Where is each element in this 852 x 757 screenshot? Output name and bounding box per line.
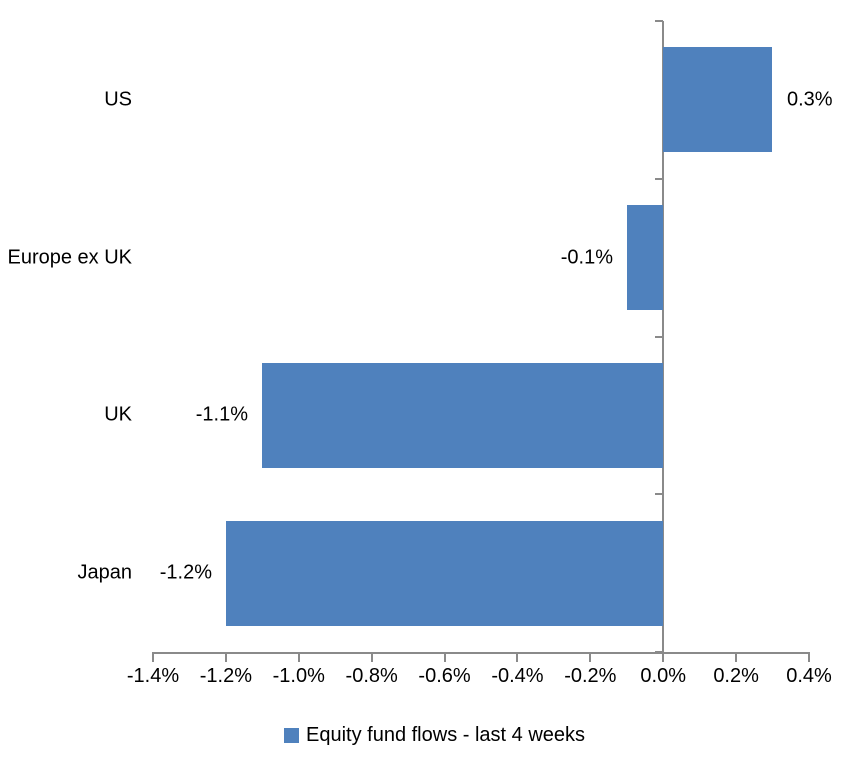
data-label-uk: -1.1% (195, 403, 248, 426)
x-tick (516, 652, 519, 662)
category-label-us: US (104, 88, 132, 111)
x-tick-label: -0.6% (418, 665, 471, 687)
x-tick (443, 652, 446, 662)
bar-japan (226, 521, 663, 626)
data-label-us: 0.3% (787, 88, 833, 111)
bar-us (663, 47, 772, 152)
x-tick (370, 652, 373, 662)
data-label-japan: -1.2% (159, 561, 212, 584)
x-tick (224, 652, 227, 662)
category-axis-tick (655, 20, 663, 22)
x-tick (662, 652, 665, 662)
x-tick-label: -0.8% (345, 665, 398, 687)
x-tick-label: -1.0% (272, 665, 325, 687)
category-axis-tick (655, 493, 663, 495)
x-tick-label: 0.0% (640, 665, 687, 687)
category-axis-tick (655, 651, 663, 653)
value-zero-axis-line (662, 21, 664, 653)
legend-label: Equity fund flows - last 4 weeks (306, 724, 586, 746)
legend: Equity fund flows - last 4 weeks (284, 724, 585, 747)
x-tick-label: -1.2% (199, 665, 252, 687)
bar-europe-ex-uk (627, 205, 663, 310)
x-tick-label: 0.4% (786, 665, 832, 687)
category-label-japan: Japan (77, 561, 133, 584)
category-label-uk: UK (104, 403, 132, 426)
data-label-europe-ex-uk: -0.1% (560, 246, 613, 269)
x-tick-label: 0.2% (713, 665, 759, 687)
x-tick (152, 652, 154, 662)
category-axis-tick (655, 336, 663, 338)
x-tick (735, 652, 738, 662)
category-axis-tick (655, 178, 663, 180)
legend-swatch-icon (284, 728, 299, 743)
x-tick (589, 652, 592, 662)
x-tick (297, 652, 300, 662)
x-tick-label: -0.4% (491, 665, 544, 687)
category-label-europe-ex-uk: Europe ex UK (7, 246, 132, 269)
x-tick (808, 652, 810, 662)
x-axis-line (152, 652, 810, 654)
x-tick-label: -1.4% (126, 665, 180, 687)
x-tick-label: -0.2% (564, 665, 617, 687)
bar-uk (262, 363, 663, 468)
